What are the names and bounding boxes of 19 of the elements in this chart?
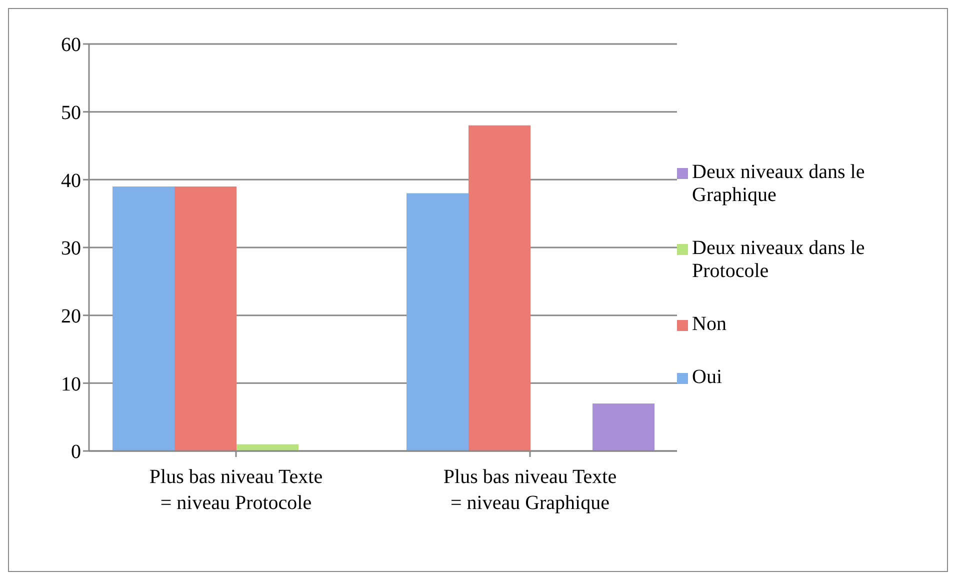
bar <box>112 186 175 451</box>
legend-label: Non <box>692 313 728 336</box>
y-tick-label: 20 <box>61 305 81 328</box>
y-tick-label: 60 <box>61 34 81 56</box>
y-tick-label: 0 <box>71 441 81 464</box>
bar <box>236 444 299 451</box>
y-tick-label: 30 <box>61 238 81 260</box>
bar <box>592 404 655 451</box>
y-tick-label: 40 <box>61 170 81 192</box>
y-tick-label: 10 <box>61 373 81 396</box>
x-tick-label: Plus bas niveau Texte = niveau Graphique <box>443 466 617 514</box>
legend-label: Oui <box>692 366 723 389</box>
legend-label: Deux niveaux dans le Protocole <box>692 237 866 283</box>
bar <box>468 125 531 451</box>
legend-label: Deux niveaux dans le Graphique <box>692 161 866 207</box>
bar <box>406 193 469 451</box>
y-tick-label: 50 <box>61 102 81 124</box>
bar <box>174 186 237 451</box>
x-tick-label: Plus bas niveau Texte = niveau Protocole <box>149 466 323 514</box>
